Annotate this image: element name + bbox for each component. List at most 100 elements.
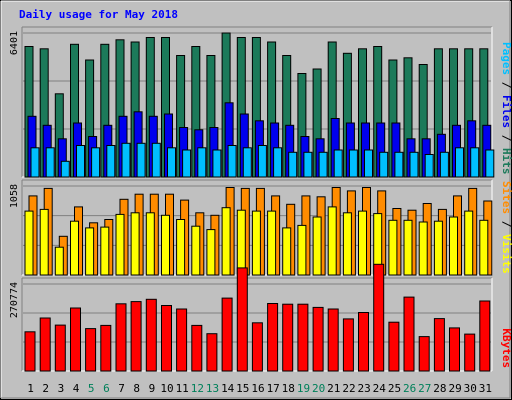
bar-visits-day-7	[115, 213, 125, 276]
bar-kbytes-day-27	[418, 336, 430, 372]
x-tick-label: 5	[88, 382, 95, 395]
bar-kbytes-day-11	[176, 308, 188, 372]
x-tick-label: 8	[133, 382, 140, 395]
bar-kbytes-day-20	[312, 306, 324, 372]
x-tick-label: 16	[251, 382, 264, 395]
bar-pages-day-14	[227, 145, 237, 178]
bar-pages-day-9	[151, 142, 161, 178]
x-tick-label: 9	[149, 382, 156, 395]
x-tick-label: 25	[388, 382, 401, 395]
bar-pages-day-19	[303, 151, 313, 178]
bar-kbytes-day-16	[251, 322, 263, 372]
bar-visits-day-6	[100, 226, 110, 276]
bar-kbytes-day-24	[373, 263, 385, 372]
bar-visits-day-5	[85, 227, 95, 276]
bar-visits-day-23	[358, 210, 367, 276]
x-tick-label: 4	[73, 382, 80, 395]
bar-kbytes-day-7	[115, 303, 127, 372]
bar-pages-day-30	[470, 147, 480, 178]
bar-visits-day-4	[70, 220, 79, 276]
bar-pages-day-23	[364, 149, 373, 178]
bar-visits-day-21	[327, 206, 337, 276]
bar-visits-day-28	[433, 220, 443, 276]
bar-pages-day-8	[136, 142, 146, 178]
legend-entry: /	[500, 128, 512, 148]
bar-pages-day-17	[273, 147, 283, 178]
bar-pages-day-10	[167, 147, 176, 178]
bar-pages-day-3	[60, 160, 70, 178]
bar-visits-day-15	[236, 209, 246, 276]
bar-pages-day-22	[348, 149, 358, 178]
y-max-label-visits-sites: 1058	[9, 184, 20, 208]
bar-pages-day-21	[333, 149, 343, 178]
bar-kbytes-day-19	[297, 303, 309, 372]
bar-kbytes-day-22	[342, 318, 354, 372]
x-tick-label: 6	[103, 382, 110, 395]
x-tick-label: 11	[176, 382, 189, 395]
bar-pages-day-6	[106, 145, 116, 178]
legend-visits-sites: Sites / Visits	[500, 181, 512, 274]
bar-visits-day-29	[449, 216, 458, 276]
bar-visits-day-16	[251, 210, 261, 276]
bar-pages-day-29	[455, 147, 464, 178]
x-tick-label: 13	[206, 382, 219, 395]
bar-kbytes-day-26	[403, 296, 415, 372]
x-tick-label: 26	[403, 382, 416, 395]
bar-pages-day-4	[76, 145, 85, 178]
chart-title: Daily usage for May 2018	[19, 8, 178, 21]
bar-pages-day-2	[45, 147, 55, 178]
x-tick-label: 7	[118, 382, 125, 395]
x-tick-label: 15	[236, 382, 249, 395]
x-tick-label: 14	[221, 382, 235, 395]
legend-entry: Hits	[500, 148, 512, 175]
bar-kbytes-day-28	[433, 318, 445, 372]
x-tick-label: 19	[297, 382, 310, 395]
x-tick-label: 21	[327, 382, 340, 395]
bar-visits-day-14	[221, 207, 231, 276]
bar-visits-day-17	[267, 210, 277, 276]
bar-visits-day-27	[418, 221, 428, 276]
bar-kbytes-day-21	[327, 308, 339, 372]
bar-visits-day-9	[145, 212, 155, 276]
bar-visits-day-18	[282, 227, 292, 276]
bar-pages-day-13	[212, 149, 222, 178]
bar-kbytes-day-31	[479, 300, 491, 372]
x-tick-label: 29	[448, 382, 461, 395]
x-tick-label: 10	[160, 382, 173, 395]
bar-kbytes-day-1	[24, 331, 36, 372]
bar-pages-day-27	[424, 154, 434, 178]
bar-kbytes-day-23	[358, 312, 369, 372]
legend-entry: Files	[500, 95, 512, 128]
bar-pages-day-31	[485, 149, 495, 178]
bar-kbytes-day-2	[39, 317, 51, 372]
bar-pages-day-7	[121, 142, 131, 178]
x-tick-label: 1	[27, 382, 34, 395]
x-tick-label: 27	[418, 382, 431, 395]
bar-kbytes-day-15	[236, 267, 248, 372]
bar-kbytes-day-30	[464, 333, 476, 372]
legend-entry: Visits	[500, 234, 512, 274]
bar-pages-day-28	[439, 151, 449, 178]
bar-visits-day-20	[312, 216, 322, 276]
bar-visits-day-31	[479, 219, 489, 276]
panels-group: 6401 Pages / Files / Hits 1058 Sites / Visi…	[9, 26, 512, 372]
bar-kbytes-day-25	[388, 321, 400, 372]
bar-visits-day-2	[39, 208, 49, 276]
x-tick-label: 23	[357, 382, 370, 395]
bar-visits-day-3	[54, 246, 64, 276]
x-tick-label: 3	[58, 382, 65, 395]
bar-kbytes-day-12	[191, 324, 203, 372]
x-tick-label: 30	[464, 382, 477, 395]
bar-visits-day-19	[297, 224, 307, 276]
x-tick-label: 17	[267, 382, 280, 395]
bar-kbytes-day-3	[54, 324, 66, 372]
bar-kbytes-day-14	[221, 297, 233, 372]
legend-entry: /	[500, 214, 512, 234]
bar-pages-day-16	[257, 145, 267, 178]
legend-hits-files-pages: Pages / Files / Hits	[500, 42, 512, 175]
y-max-label-kbytes: 270774	[9, 282, 20, 318]
bar-kbytes-day-18	[282, 303, 294, 372]
x-tick-label: 18	[282, 382, 295, 395]
legend-entry: Sites	[500, 181, 512, 214]
legend-entry: /	[500, 75, 512, 95]
